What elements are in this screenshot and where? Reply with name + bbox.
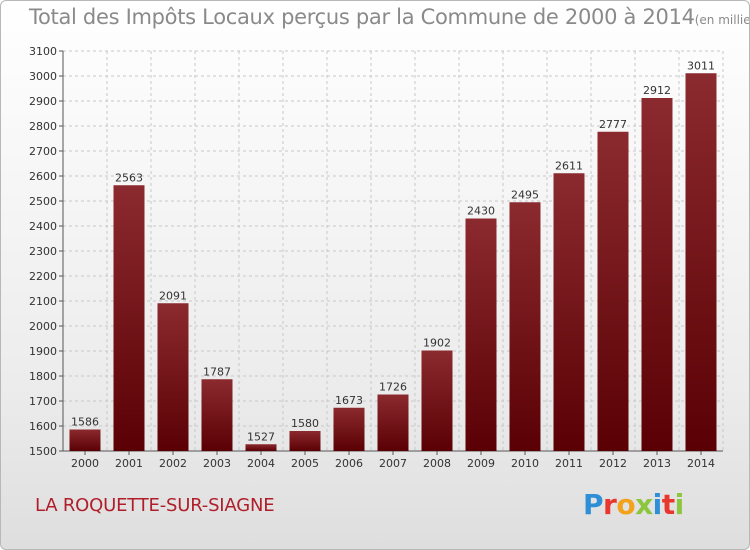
x-tick-label: 2006 [335,457,363,470]
y-tick-label: 2700 [29,145,57,158]
bar-2002 [157,303,189,451]
logo-letter: r [603,488,617,521]
x-tick-label: 2007 [379,457,407,470]
bar-2009 [465,218,497,451]
data-label: 2912 [643,84,671,97]
bar-2001 [113,185,145,451]
y-tick-label: 1800 [29,370,57,383]
logo-letter: t [661,488,675,521]
logo-letter: o [616,488,636,521]
bar-2003 [201,379,233,451]
x-tick-label: 2011 [555,457,583,470]
bar-2005 [289,431,321,451]
bar-2014 [685,73,717,451]
data-label: 1787 [203,365,231,378]
data-label: 2091 [159,289,187,302]
logo-letter: x [635,488,653,521]
y-tick-label: 2200 [29,270,57,283]
bars [69,73,717,451]
logo-letter: i [652,488,663,521]
x-tick-label: 2010 [511,457,539,470]
logo-letter: i [674,488,685,521]
bar-2013 [641,98,673,451]
data-label: 2495 [511,188,539,201]
commune-name: LA ROQUETTE-SUR-SIAGNE [35,495,275,516]
data-label: 1527 [247,430,275,443]
x-tick-label: 2004 [247,457,275,470]
x-tick-label: 2000 [71,457,99,470]
y-tick-label: 3000 [29,70,57,83]
x-tick-label: 2003 [203,457,231,470]
data-label: 1586 [71,416,99,429]
data-label: 1580 [291,417,319,430]
x-tick-label: 2012 [599,457,627,470]
x-tick-label: 2002 [159,457,187,470]
data-label: 2430 [467,205,495,218]
y-tick-label: 2000 [29,320,57,333]
proxiti-logo[interactable]: Proxiti [583,488,684,521]
x-tick-label: 2013 [643,457,671,470]
data-label: 2563 [115,171,143,184]
y-tick-label: 2900 [29,95,57,108]
axes: 1500 1600 1700 1800 1900 2000 2100 2200 2300 2400… [29,45,723,470]
data-label: 1726 [379,381,407,394]
data-label: 3011 [687,59,715,72]
bar-2012 [597,131,629,451]
bar-2007 [377,394,409,451]
y-tick-label: 2100 [29,295,57,308]
data-label: 2611 [555,159,583,172]
logo-letter: P [583,488,604,521]
y-tick-label: 1700 [29,395,57,408]
x-tick-label: 2005 [291,457,319,470]
data-labels: 1586 2563 2091 1787 1527 1580 1673 1726 1902 2430… [71,59,715,443]
y-tick-label: 2600 [29,170,57,183]
data-label: 1673 [335,394,363,407]
y-tick-label: 2300 [29,245,57,258]
bar-2004 [245,444,277,451]
x-tick-label: 2014 [687,457,715,470]
data-label: 1902 [423,337,451,350]
x-tick-label: 2009 [467,457,495,470]
bar-2000 [69,429,101,451]
bar-2008 [421,350,453,451]
x-tick-label: 2008 [423,457,451,470]
bar-2011 [553,173,585,451]
chart-title: Total des Impôts Locaux perçus par la Co… [29,5,750,29]
y-tick-label: 2800 [29,120,57,133]
y-tick-label: 1600 [29,420,57,433]
y-tick-label: 1500 [29,445,57,458]
y-tick-label: 2500 [29,195,57,208]
y-tick-label: 3100 [29,45,57,58]
x-tick-label: 2001 [115,457,143,470]
data-label: 2777 [599,118,627,131]
chart-title-unit: (en milliers d'€) [694,13,750,27]
bar-2006 [333,407,365,451]
bar-2010 [509,202,541,451]
y-tick-label: 2400 [29,220,57,233]
chart-title-text: Total des Impôts Locaux perçus par la Co… [29,5,695,29]
y-tick-label: 1900 [29,345,57,358]
